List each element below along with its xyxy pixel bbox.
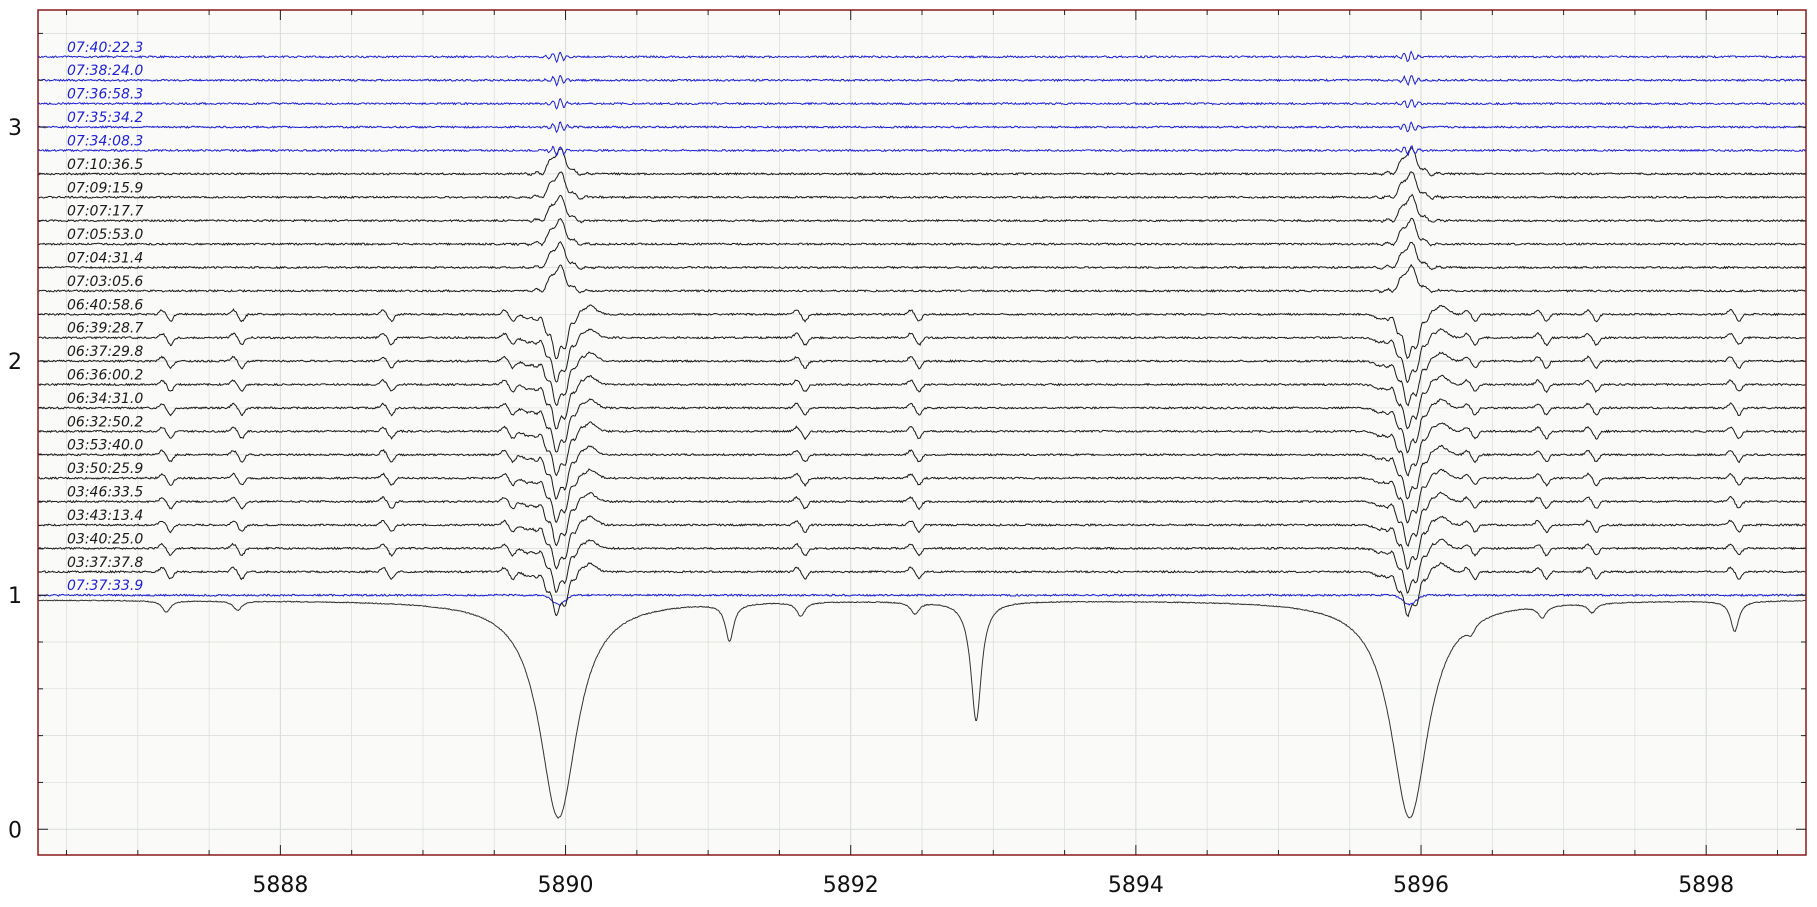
series-line bbox=[37, 145, 1807, 157]
reference-spectrum-layer bbox=[37, 599, 1807, 819]
series-line bbox=[37, 444, 1807, 500]
series-label: 07:40:22.3 bbox=[67, 40, 143, 56]
series-label: 06:37:29.8 bbox=[67, 344, 143, 360]
series-line bbox=[37, 217, 1807, 247]
series-label: 07:34:08.3 bbox=[67, 133, 143, 149]
series-line bbox=[37, 421, 1807, 477]
series-line bbox=[37, 538, 1807, 595]
series-line bbox=[37, 351, 1807, 407]
series-label: 07:05:53.0 bbox=[67, 227, 143, 243]
series-label: 06:39:28.7 bbox=[67, 321, 143, 337]
y-tick-label: 3 bbox=[8, 116, 22, 141]
series-label: 07:10:36.5 bbox=[67, 157, 143, 173]
series-line bbox=[37, 561, 1807, 618]
series-label: 07:35:34.2 bbox=[67, 110, 143, 126]
series-label: 03:53:40.0 bbox=[67, 438, 143, 454]
series-label: 03:50:25.9 bbox=[67, 461, 143, 477]
x-tick-label: 5888 bbox=[252, 873, 308, 898]
series-line bbox=[37, 468, 1806, 524]
series-label: 07:37:33.9 bbox=[67, 578, 143, 594]
x-tick-label: 5896 bbox=[1393, 873, 1449, 898]
series-line bbox=[37, 74, 1807, 87]
x-tick-label: 5890 bbox=[538, 873, 594, 898]
series-label: 03:37:37.8 bbox=[67, 555, 143, 571]
series-label: 07:04:31.4 bbox=[67, 250, 143, 266]
series-line bbox=[37, 398, 1807, 454]
series-line bbox=[37, 193, 1807, 224]
series-layer bbox=[37, 50, 1807, 618]
y-tick-label: 2 bbox=[8, 350, 22, 375]
series-label-layer: 07:37:33.9 03:37:37.8 03:40:25.0 03:43:13.4… bbox=[67, 40, 143, 594]
series-label: 06:40:58.6 bbox=[67, 297, 143, 313]
x-tick-label: 5894 bbox=[1108, 873, 1164, 898]
series-label: 03:40:25.0 bbox=[67, 531, 143, 547]
series-label: 06:36:00.2 bbox=[67, 368, 143, 384]
series-label: 07:07:17.7 bbox=[67, 204, 143, 220]
series-label: 07:03:05.6 bbox=[67, 274, 143, 290]
series-line bbox=[38, 263, 1807, 294]
y-tick-label: 1 bbox=[8, 584, 22, 609]
reference-spectrum-line bbox=[37, 599, 1807, 819]
series-label: 03:46:33.5 bbox=[67, 485, 143, 501]
series-line bbox=[37, 98, 1807, 110]
series-line bbox=[37, 241, 1807, 271]
series-line bbox=[37, 374, 1807, 430]
series-label: 06:34:31.0 bbox=[67, 391, 143, 407]
series-line bbox=[37, 50, 1807, 64]
series-label: 07:09:15.9 bbox=[67, 180, 143, 196]
series-line bbox=[37, 146, 1807, 177]
series-line bbox=[37, 491, 1807, 548]
x-tick-label: 5892 bbox=[823, 873, 879, 898]
series-label: 07:38:24.0 bbox=[67, 63, 143, 79]
series-label: 03:43:13.4 bbox=[67, 508, 143, 524]
series-line bbox=[37, 304, 1807, 360]
x-tick-label: 5898 bbox=[1678, 873, 1734, 898]
series-line bbox=[37, 328, 1807, 384]
y-tick-label: 0 bbox=[8, 818, 22, 843]
series-line bbox=[37, 121, 1807, 134]
series-label: 07:36:58.3 bbox=[67, 87, 143, 103]
series-line bbox=[37, 171, 1807, 201]
series-line bbox=[37, 515, 1807, 570]
axis-ticks: 5888 5890 5892 5894 5896 5898 0 1 2 3 bbox=[8, 10, 1806, 898]
series-line bbox=[37, 593, 1807, 606]
series-label: 06:32:50.2 bbox=[67, 414, 143, 430]
